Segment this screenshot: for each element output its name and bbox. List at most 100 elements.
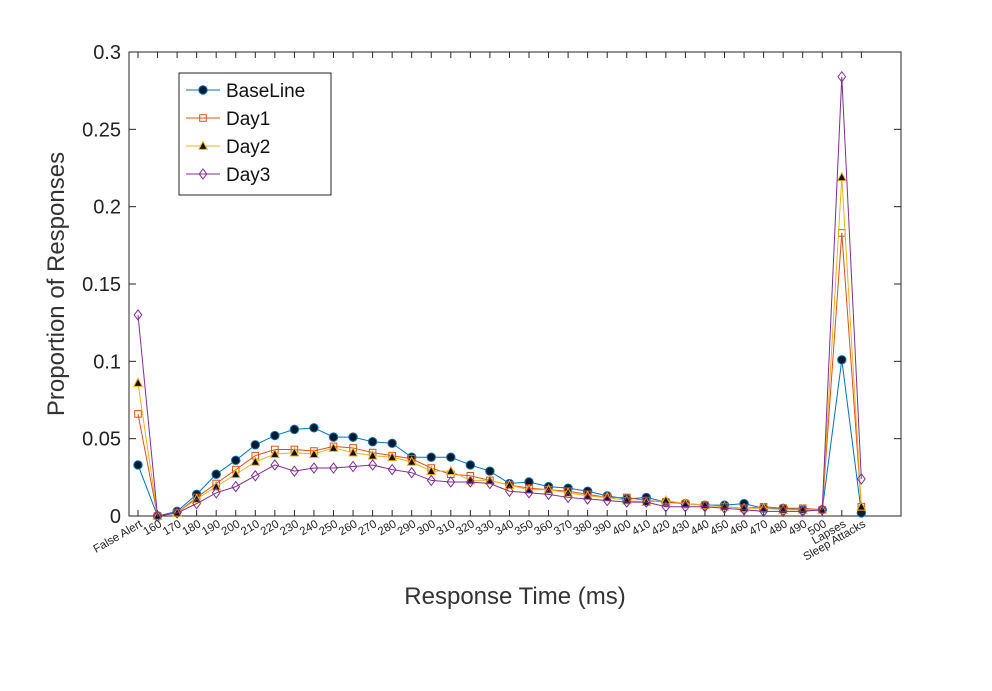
data-point	[211, 469, 221, 479]
data-point	[660, 494, 671, 505]
legend-label: Day1	[226, 109, 270, 130]
x-axis-title: Response Time (ms)	[404, 583, 625, 610]
data-point	[641, 496, 652, 506]
data-point	[367, 437, 378, 447]
data-point	[465, 460, 476, 470]
y-axis: 0 0.05 0.1 0.15 0.2 0.25 0.3	[82, 42, 901, 528]
y-tick-label: 0.3	[93, 42, 121, 64]
legend-marker	[198, 85, 208, 95]
data-point	[661, 500, 671, 513]
data-point	[759, 505, 769, 518]
data-point	[387, 451, 398, 462]
series-day3	[133, 70, 866, 522]
data-point	[348, 460, 358, 473]
data-point	[680, 500, 690, 513]
data-point	[230, 468, 241, 479]
data-point	[289, 446, 300, 457]
legend-item-day1: Day1	[186, 109, 270, 130]
data-point	[231, 455, 241, 466]
data-point	[817, 503, 827, 516]
data-point	[426, 465, 437, 476]
data-point	[856, 473, 866, 485]
data-point	[153, 510, 162, 522]
data-point	[485, 466, 495, 476]
data-point	[446, 476, 456, 488]
legend-label: BaseLine	[226, 81, 305, 102]
data-point	[602, 494, 612, 507]
data-point	[505, 485, 514, 498]
data-point	[387, 438, 397, 449]
data-point	[269, 448, 280, 459]
data-point	[211, 480, 222, 491]
data-point	[270, 430, 280, 441]
data-point	[211, 486, 221, 499]
data-point	[348, 446, 359, 457]
data-point	[563, 491, 573, 504]
legend-item-day2: Day2	[186, 137, 270, 158]
legend: BaseLine Day1 Day2 Day3	[178, 72, 332, 196]
data-point	[837, 70, 847, 83]
data-point	[289, 465, 299, 477]
data-point	[407, 466, 417, 479]
data-point	[406, 456, 417, 466]
data-point	[836, 171, 847, 182]
data-point	[329, 462, 338, 474]
data-point	[309, 423, 319, 433]
data-point	[328, 432, 339, 442]
data-point	[289, 424, 300, 435]
legend-label: Day3	[226, 165, 270, 186]
data-point	[367, 450, 378, 460]
y-tick-label: 0.15	[82, 274, 121, 296]
data-point	[485, 477, 495, 490]
data-point	[133, 460, 143, 470]
data-point	[387, 463, 397, 476]
y-tick-label: 0.1	[93, 351, 121, 373]
legend-item-baseline: BaseLine	[186, 81, 305, 102]
legend-item-day3: Day3	[186, 165, 270, 186]
data-point	[426, 474, 436, 487]
data-point	[308, 448, 319, 459]
y-tick-label: 0.25	[82, 119, 121, 141]
data-point	[504, 479, 515, 489]
data-point	[837, 355, 847, 365]
data-point	[134, 410, 142, 418]
y-axis-title: Proportion of Responses	[43, 152, 70, 416]
data-point	[231, 480, 241, 493]
data-point	[368, 459, 378, 471]
data-point	[133, 309, 143, 321]
legend-marker	[199, 114, 207, 122]
data-point	[172, 507, 182, 519]
y-tick-label: 0.2	[93, 197, 121, 219]
legend-marker	[197, 140, 209, 150]
data-point	[739, 503, 749, 516]
data-point	[720, 502, 729, 515]
data-point	[250, 456, 261, 466]
data-point	[192, 497, 202, 510]
series-group	[132, 70, 867, 522]
data-point	[309, 462, 319, 474]
data-point	[328, 442, 339, 452]
data-point	[524, 486, 534, 499]
data-point	[583, 493, 593, 505]
y-tick-label: 0.05	[82, 429, 121, 451]
data-point	[700, 500, 710, 513]
data-point	[622, 496, 632, 508]
data-point	[446, 452, 456, 462]
data-point	[132, 377, 144, 387]
data-point	[426, 452, 436, 462]
data-point	[250, 469, 260, 482]
data-point	[250, 440, 261, 450]
data-point	[544, 488, 553, 501]
data-point	[641, 496, 651, 508]
data-point	[465, 476, 475, 488]
data-point	[778, 505, 788, 518]
y-tick-label: 0	[110, 506, 121, 528]
data-point	[856, 501, 867, 511]
legend-label: Day2	[226, 137, 270, 158]
legend-marker	[198, 168, 208, 180]
data-point	[445, 465, 456, 476]
data-point	[798, 505, 808, 518]
data-point	[348, 432, 358, 442]
data-point	[270, 459, 280, 471]
